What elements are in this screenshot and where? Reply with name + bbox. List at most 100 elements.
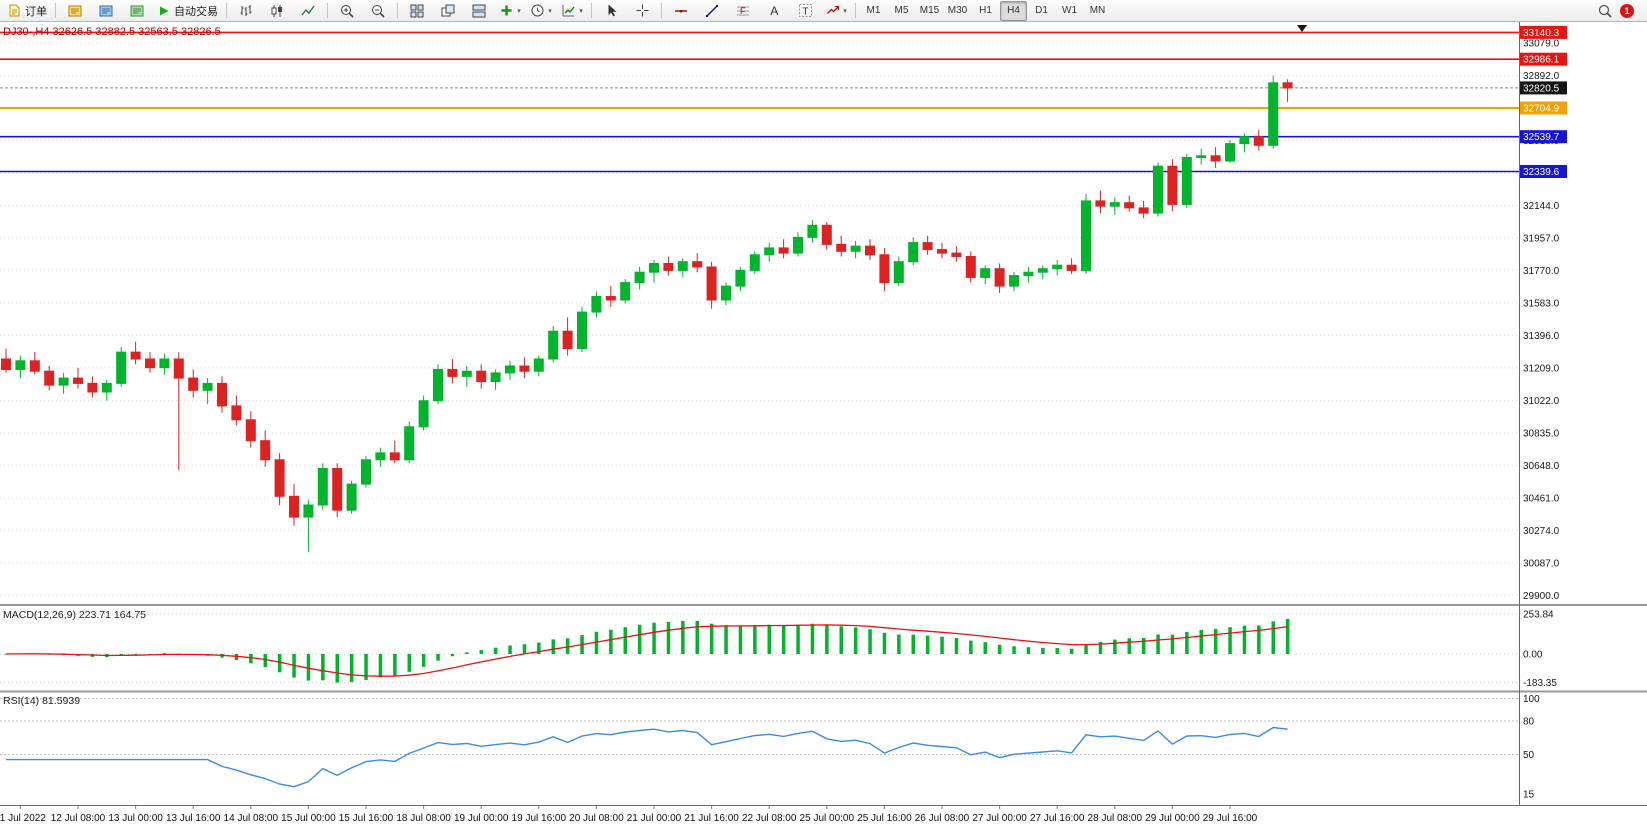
svg-text:25 Jul 00:00: 25 Jul 00:00 [800,813,855,824]
timeframe-h4-button[interactable]: H4 [1000,0,1027,21]
toolbar-separator [855,3,856,18]
horizontal-level-lines[interactable] [0,31,1519,173]
svg-text:19 Jul 16:00: 19 Jul 16:00 [512,813,567,824]
svg-text:0.00: 0.00 [1523,650,1543,661]
autotrading-play-icon [160,6,169,15]
svg-text:32339.6: 32339.6 [1523,167,1560,178]
cursor-tool-button[interactable] [596,0,626,22]
svg-text:13 Jul 00:00: 13 Jul 00:00 [108,813,163,824]
templates-dropdown-icon[interactable]: ▾ [579,7,583,15]
text-a-icon: A [770,4,778,18]
shapes-tool-button[interactable]: ▾ [821,0,851,22]
data-window-icon [99,5,113,16]
candle-chart-type-button[interactable] [262,0,292,22]
line-chart-icon [301,5,315,15]
toolbar-separator [661,3,662,18]
svg-text:33140.3: 33140.3 [1523,28,1560,39]
trendline-tool-button[interactable] [697,0,727,22]
zoom-out-button[interactable] [363,0,393,22]
navigator-button[interactable] [122,0,152,22]
notification-badge[interactable]: 1 [1620,3,1634,18]
line-chart-type-button[interactable] [293,0,323,22]
shapes-dropdown-icon[interactable]: ▾ [843,7,847,15]
timeframe-w1-button[interactable]: W1 [1062,5,1077,16]
cursor-icon [608,4,616,17]
tile-horizontal-button[interactable] [464,0,494,22]
svg-text:12 Jul 08:00: 12 Jul 08:00 [51,813,106,824]
label-tool-button[interactable]: T [790,0,820,22]
hline-tool-button[interactable] [666,0,696,22]
svg-text:32539.7: 32539.7 [1523,132,1560,143]
new-order-button[interactable]: 订单 [3,0,51,22]
timeframe-h1-button[interactable]: H1 [979,5,992,16]
periods-dropdown-icon[interactable]: ▾ [548,7,552,15]
timeframe-m15-button[interactable]: M15 [919,5,940,16]
crosshair-tool-button[interactable] [627,0,657,22]
market-watch-icon [68,5,82,16]
tile-horizontal-icon [472,4,486,17]
zoom-in-button[interactable] [332,0,362,22]
templates-button[interactable]: ▾ [557,0,587,22]
macd-histogram [4,618,1290,683]
price-marker[interactable] [1297,25,1307,32]
svg-text:15 Jul 00:00: 15 Jul 00:00 [281,813,336,824]
svg-text:T: T [802,6,808,17]
toolbar-separator [397,3,398,18]
indicators-dropdown-icon[interactable]: ▾ [517,7,521,15]
search-icon[interactable] [1597,3,1613,19]
text-label-icon: T [798,4,812,17]
svg-text:13 Jul 16:00: 13 Jul 16:00 [166,813,221,824]
svg-text:-183.35: -183.35 [1523,678,1557,689]
svg-text:80: 80 [1523,717,1535,728]
pane-frame [0,22,1647,806]
cascade-windows-button[interactable] [433,0,463,22]
price-axis-labels[interactable]: 33079.032892.032705.032518.032331.032144… [1523,39,1560,602]
chart-canvas[interactable]: 33079.032892.032705.032518.032331.032144… [0,22,1647,835]
zoom-out-icon [372,4,385,18]
fibonacci-tool-button[interactable]: F [728,0,758,22]
autotrading-label: 自动交易 [174,5,218,18]
svg-text:30461.0: 30461.0 [1523,493,1560,504]
tile-windows-button[interactable] [402,0,432,22]
bar-chart-icon [240,4,252,16]
svg-text:33079.0: 33079.0 [1523,39,1560,50]
svg-text:31770.0: 31770.0 [1523,266,1560,277]
price-badge: 32539.7 [1520,130,1567,144]
svg-text:31957.0: 31957.0 [1523,233,1560,244]
timeframe-m1-button[interactable]: M1 [866,5,881,16]
svg-text:32144.0: 32144.0 [1523,201,1560,212]
autotrading-button[interactable]: 自动交易 [153,0,222,22]
svg-text:30648.0: 30648.0 [1523,461,1560,472]
svg-text:29900.0: 29900.0 [1523,591,1560,602]
toolbar-separator [327,3,328,18]
svg-text:21 Jul 00:00: 21 Jul 00:00 [627,813,682,824]
svg-text:21 Jul 16:00: 21 Jul 16:00 [684,813,739,824]
price-badge: 32339.6 [1520,165,1567,178]
timeframe-m5-button[interactable]: M5 [894,5,909,16]
toolbar-right-group: 1 [1597,3,1644,19]
periods-button[interactable]: ▾ [526,0,556,22]
price-badge: 33140.3 [1520,25,1567,39]
svg-text:253.84: 253.84 [1523,610,1554,621]
svg-text:30274.0: 30274.0 [1523,526,1560,537]
bar-chart-type-button[interactable] [231,0,261,22]
macd-signal-line [5,624,1288,677]
indicators-button[interactable]: ▾ [495,0,525,22]
timeframe-mn-button[interactable]: MN [1089,5,1106,16]
svg-text:31022.0: 31022.0 [1523,396,1560,407]
data-window-button[interactable] [91,0,121,22]
timeframe-m30-button[interactable]: M30 [947,5,968,16]
svg-text:14 Jul 08:00: 14 Jul 08:00 [224,813,279,824]
text-tool-button[interactable]: A [759,0,789,22]
svg-text:100: 100 [1523,694,1540,705]
time-axis[interactable]: 11 Jul 2022 12 Jul 08:00 13 Jul 00:00 13 Ju… [0,805,1258,824]
market-watch-button[interactable] [60,0,90,22]
price-badges: 33140.3 32986.1 32704.9 32539.7 32339.6 32820… [1520,25,1567,178]
macd-pane: 253.84 0.00 -183.35 MACD(12,26,9) 223.71 16… [0,609,1557,689]
svg-text:29 Jul 16:00: 29 Jul 16:00 [1203,813,1258,824]
timeframe-d1-button[interactable]: D1 [1035,5,1048,16]
svg-text:28 Jul 08:00: 28 Jul 08:00 [1088,813,1143,824]
candlestick-chart-icon [271,4,282,17]
rsi-pane: 100 80 50 15 RSI(14) 81.5939 [0,694,1540,800]
